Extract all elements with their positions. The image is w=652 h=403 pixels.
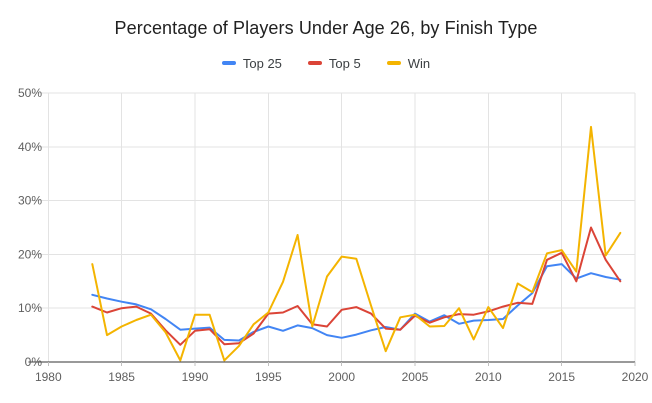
chart-legend: Top 25 Top 5 Win	[0, 55, 652, 71]
series-line-win	[91, 125, 622, 362]
x-axis-tick-label: 1995	[255, 370, 282, 384]
x-axis-tick-label: 1985	[108, 370, 135, 384]
legend-label: Win	[407, 55, 431, 71]
x-axis-tick-label: 2015	[548, 370, 575, 384]
legend-item-win: Win	[386, 55, 431, 71]
x-axis-tick-label: 2020	[622, 370, 649, 384]
legend-item-top-5: Top 5	[307, 55, 361, 71]
y-axis-tick-label: 30%	[18, 194, 42, 208]
legend-swatch	[221, 61, 236, 65]
series-line-top-5	[91, 226, 622, 346]
legend-item-top-25: Top 25	[221, 55, 282, 71]
legend-label: Top 25	[242, 55, 282, 71]
x-axis-tick-label: 1990	[182, 370, 209, 384]
legend-swatch	[386, 61, 401, 65]
x-axis-tick-label: 1980	[35, 370, 62, 384]
y-axis-tick-label: 50%	[18, 86, 42, 100]
y-axis-tick-label: 10%	[18, 301, 42, 315]
legend-label: Top 5	[328, 55, 361, 71]
y-axis-tick-label: 40%	[18, 140, 42, 154]
x-axis-tick-label: 2005	[402, 370, 429, 384]
chart-title: Percentage of Players Under Age 26, by F…	[114, 18, 538, 38]
legend-swatch	[307, 61, 322, 65]
y-axis-tick-label: 20%	[18, 247, 42, 261]
y-axis-tick-label: 0%	[25, 355, 43, 369]
x-axis-tick-label: 2010	[475, 370, 502, 384]
x-axis-tick-label: 2000	[328, 370, 355, 384]
